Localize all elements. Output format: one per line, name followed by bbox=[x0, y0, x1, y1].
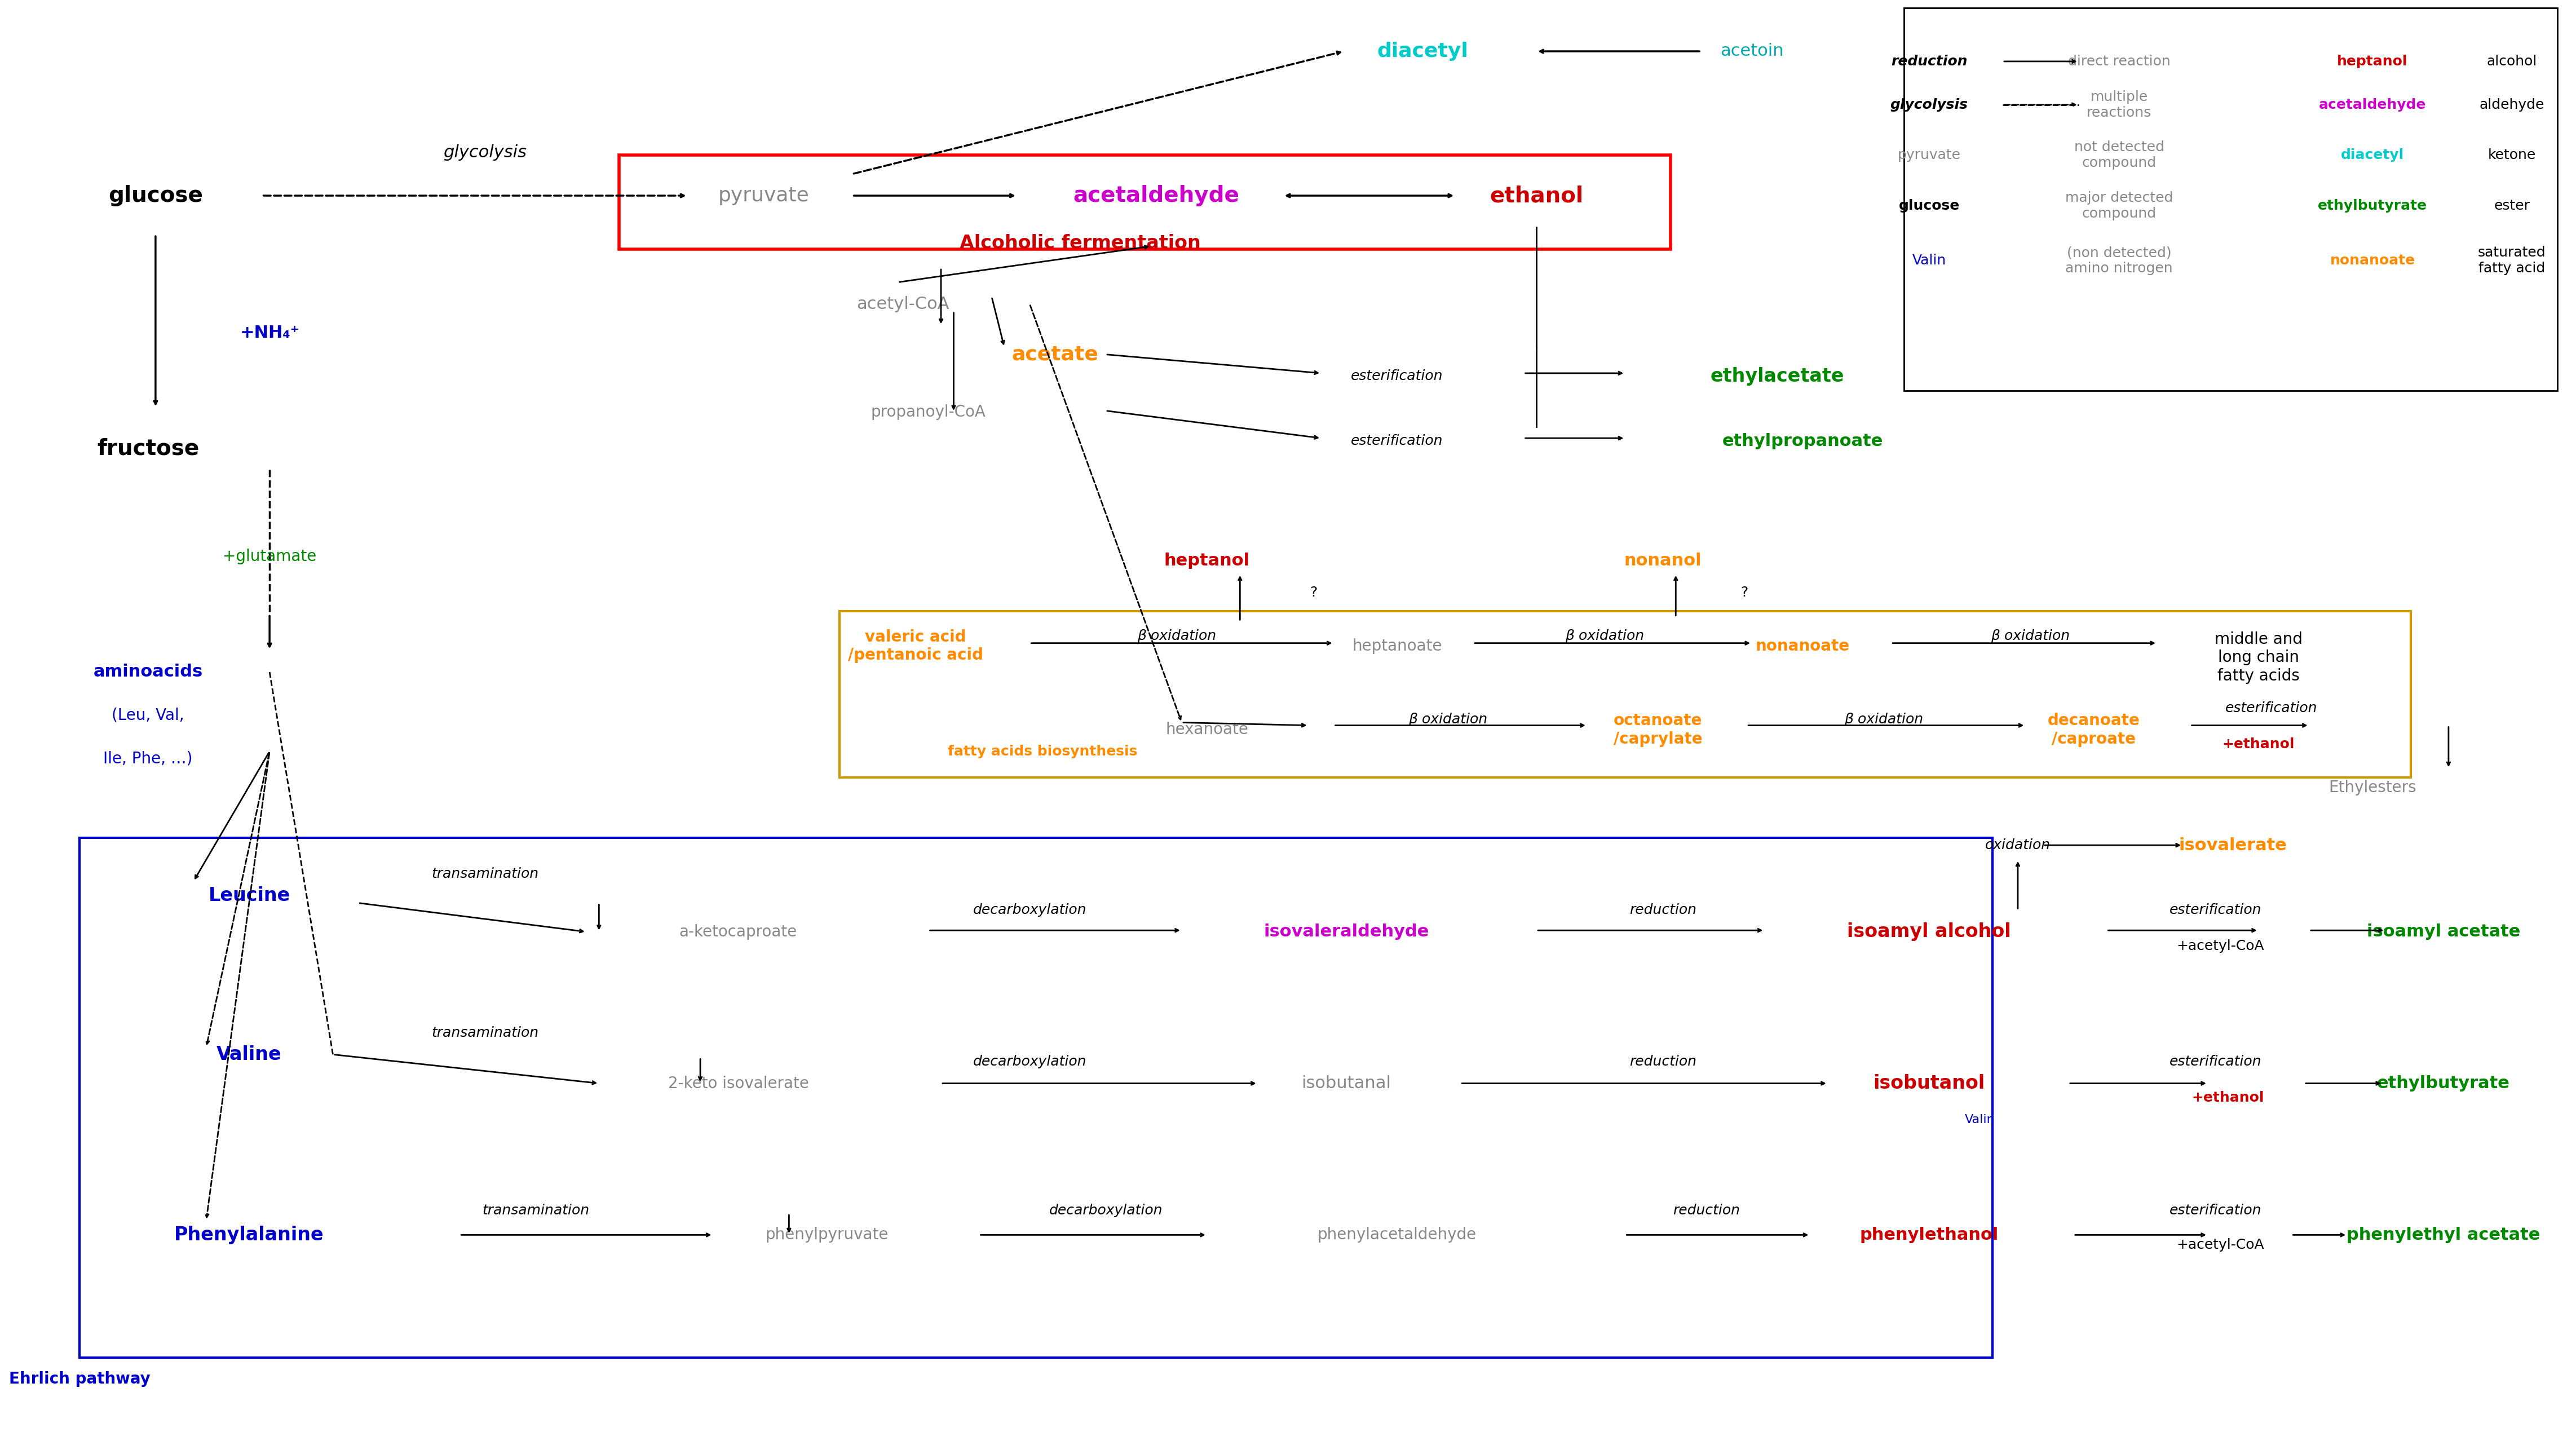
Text: ethylbutyrate: ethylbutyrate bbox=[2318, 199, 2427, 212]
Text: reduction: reduction bbox=[1631, 903, 1698, 918]
Text: esterification: esterification bbox=[2169, 903, 2262, 918]
Text: diacetyl: diacetyl bbox=[2342, 149, 2403, 162]
Text: +acetyl-CoA: +acetyl-CoA bbox=[2177, 1238, 2264, 1251]
Text: esterification: esterification bbox=[2169, 1204, 2262, 1217]
Text: nonanol: nonanol bbox=[1625, 552, 1703, 569]
Text: (non detected)
amino nitrogen: (non detected) amino nitrogen bbox=[2066, 246, 2174, 275]
Text: Alcoholic fermentation: Alcoholic fermentation bbox=[961, 234, 1200, 253]
Text: Valin: Valin bbox=[1911, 254, 1945, 267]
Text: isoamyl acetate: isoamyl acetate bbox=[2367, 923, 2519, 941]
Text: heptanol: heptanol bbox=[2336, 55, 2409, 68]
Text: octanoate
/caprylate: octanoate /caprylate bbox=[1613, 712, 1703, 747]
Text: reduction: reduction bbox=[1631, 1055, 1698, 1068]
Text: decanoate
/caproate: decanoate /caproate bbox=[2048, 712, 2141, 747]
Text: aminoacids: aminoacids bbox=[93, 663, 204, 681]
Text: middle and
long chain
fatty acids: middle and long chain fatty acids bbox=[2215, 631, 2303, 683]
Text: isovaleraldehyde: isovaleraldehyde bbox=[1265, 923, 1430, 941]
Text: heptanoate: heptanoate bbox=[1352, 639, 1443, 655]
Text: Leucine: Leucine bbox=[209, 886, 291, 905]
Text: reduction: reduction bbox=[1672, 1204, 1739, 1217]
Text: major detected
compound: major detected compound bbox=[2066, 191, 2174, 220]
Text: +glutamate: +glutamate bbox=[222, 549, 317, 565]
Text: isobutanal: isobutanal bbox=[1301, 1075, 1391, 1091]
Text: ?: ? bbox=[1309, 585, 1316, 600]
Text: β oxidation: β oxidation bbox=[1991, 629, 2071, 643]
Text: oxidation: oxidation bbox=[1986, 838, 2050, 853]
Text: isoamyl alcohol: isoamyl alcohol bbox=[1847, 922, 2012, 941]
Text: fatty acids biosynthesis: fatty acids biosynthesis bbox=[948, 744, 1136, 759]
Text: transamination: transamination bbox=[430, 867, 538, 881]
Text: phenylethyl acetate: phenylethyl acetate bbox=[2347, 1227, 2540, 1243]
Text: Ethylesters: Ethylesters bbox=[2329, 779, 2416, 795]
Text: acetaldehyde: acetaldehyde bbox=[1074, 185, 1239, 207]
Text: glucose: glucose bbox=[1899, 199, 1960, 212]
Text: ethanol: ethanol bbox=[1489, 185, 1584, 207]
Text: propanoyl-CoA: propanoyl-CoA bbox=[871, 405, 987, 420]
Text: glycolysis: glycolysis bbox=[1891, 98, 1968, 111]
Text: Ile, Phe, …): Ile, Phe, …) bbox=[103, 751, 193, 766]
Text: alcohol: alcohol bbox=[2486, 55, 2537, 68]
Text: Ehrlich pathway: Ehrlich pathway bbox=[8, 1371, 149, 1387]
Text: phenylethanol: phenylethanol bbox=[1860, 1227, 1999, 1243]
Text: esterification: esterification bbox=[2169, 1055, 2262, 1068]
Text: saturated
fatty acid: saturated fatty acid bbox=[2478, 246, 2545, 275]
Text: (Leu, Val,: (Leu, Val, bbox=[111, 708, 185, 722]
Text: isobutanol: isobutanol bbox=[1873, 1074, 1986, 1092]
Text: hexanoate: hexanoate bbox=[1164, 722, 1249, 737]
Text: ethylacetate: ethylacetate bbox=[1710, 367, 1844, 386]
Text: β oxidation: β oxidation bbox=[1566, 629, 1643, 643]
Text: direct reaction: direct reaction bbox=[2069, 55, 2172, 68]
Text: ?: ? bbox=[1741, 585, 1749, 600]
Text: +NH₄⁺: +NH₄⁺ bbox=[240, 325, 299, 341]
Text: glycolysis: glycolysis bbox=[443, 144, 526, 160]
Text: phenylpyruvate: phenylpyruvate bbox=[765, 1227, 889, 1243]
Text: β oxidation: β oxidation bbox=[1844, 712, 1924, 727]
Text: pyruvate: pyruvate bbox=[719, 186, 809, 205]
Text: ethylbutyrate: ethylbutyrate bbox=[2378, 1075, 2509, 1091]
Text: acetaldehyde: acetaldehyde bbox=[2318, 98, 2427, 111]
Text: esterification: esterification bbox=[1350, 435, 1443, 448]
Text: reduction: reduction bbox=[1891, 55, 1968, 68]
Text: transamination: transamination bbox=[482, 1204, 590, 1217]
Text: Phenylalanine: Phenylalanine bbox=[175, 1225, 325, 1244]
Text: decarboxylation: decarboxylation bbox=[974, 903, 1087, 918]
Text: ketone: ketone bbox=[2488, 149, 2535, 162]
Text: transamination: transamination bbox=[430, 1026, 538, 1039]
Text: acetoin: acetoin bbox=[1721, 43, 1783, 59]
Text: aldehyde: aldehyde bbox=[2478, 98, 2545, 111]
Text: phenylacetaldehyde: phenylacetaldehyde bbox=[1316, 1227, 1476, 1243]
Text: decarboxylation: decarboxylation bbox=[1048, 1204, 1162, 1217]
Text: +ethanol: +ethanol bbox=[2192, 1091, 2264, 1104]
Text: Valine: Valine bbox=[216, 1045, 281, 1064]
Text: esterification: esterification bbox=[1350, 370, 1443, 383]
Text: esterification: esterification bbox=[2226, 701, 2318, 715]
Text: Valin: Valin bbox=[1965, 1114, 1994, 1126]
Text: diacetyl: diacetyl bbox=[1376, 42, 1468, 61]
Text: multiple
reactions: multiple reactions bbox=[2087, 90, 2151, 120]
Text: nonanoate: nonanoate bbox=[1754, 639, 1850, 655]
Text: decarboxylation: decarboxylation bbox=[974, 1055, 1087, 1068]
Text: valeric acid
/pentanoic acid: valeric acid /pentanoic acid bbox=[848, 629, 984, 663]
Text: acetate: acetate bbox=[1012, 345, 1097, 364]
Text: ester: ester bbox=[2494, 199, 2530, 212]
Text: ethylpropanoate: ethylpropanoate bbox=[1721, 434, 1883, 449]
Text: glucose: glucose bbox=[108, 185, 204, 207]
Text: pyruvate: pyruvate bbox=[1899, 149, 1960, 162]
Text: 2-keto isovalerate: 2-keto isovalerate bbox=[667, 1075, 809, 1091]
Text: isovalerate: isovalerate bbox=[2179, 837, 2287, 854]
Text: acetyl-CoA: acetyl-CoA bbox=[858, 296, 951, 312]
Text: +acetyl-CoA: +acetyl-CoA bbox=[2177, 939, 2264, 954]
Text: heptanol: heptanol bbox=[1164, 552, 1249, 569]
Text: a-ketocaproate: a-ketocaproate bbox=[680, 923, 799, 939]
Text: β oxidation: β oxidation bbox=[1409, 712, 1486, 727]
Text: nonanoate: nonanoate bbox=[2329, 254, 2416, 267]
Text: fructose: fructose bbox=[98, 438, 198, 460]
Text: not detected
compound: not detected compound bbox=[2074, 140, 2164, 171]
Text: +ethanol: +ethanol bbox=[2223, 737, 2295, 751]
Text: β oxidation: β oxidation bbox=[1136, 629, 1216, 643]
